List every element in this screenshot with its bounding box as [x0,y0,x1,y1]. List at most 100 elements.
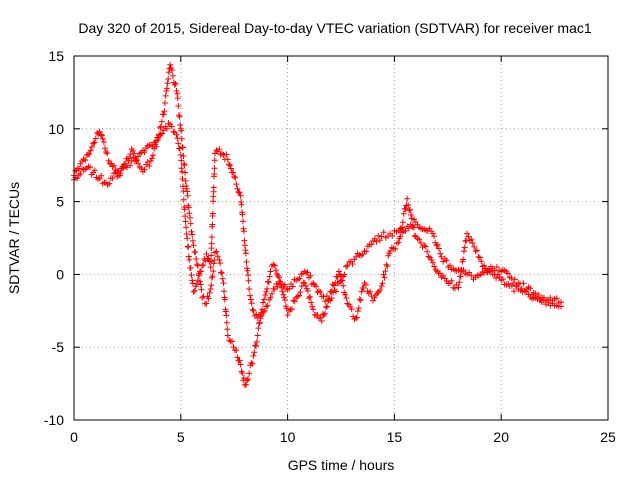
data-point [254,332,261,339]
data-point [209,273,216,280]
data-point [310,306,317,313]
data-point [87,147,94,154]
data-point [424,248,431,255]
data-point [258,306,265,313]
data-point [252,342,259,349]
data-point [175,103,182,110]
data-point [189,231,196,238]
data-point [245,272,252,279]
data-point [355,305,362,312]
y-tick-label: 15 [48,48,64,64]
data-point [158,118,165,125]
data-point [320,293,327,300]
data-point [165,69,172,76]
data-point [90,140,97,147]
data-point [272,267,279,274]
data-point [317,289,324,296]
data-point [230,169,237,176]
data-point [199,294,206,301]
data-point [122,160,129,167]
data-point [455,284,462,291]
data-point [241,242,248,249]
data-point [417,239,424,246]
data-point [457,273,464,280]
data-point [245,376,252,383]
data-point [263,288,270,295]
data-point [374,290,381,297]
data-point [94,129,101,136]
data-point [197,278,204,285]
data-point [352,253,359,260]
data-point [264,278,271,285]
data-point [185,243,192,250]
data-point [193,255,200,262]
data-point [181,162,188,169]
data-point [295,292,302,299]
data-point [389,232,396,239]
data-point [422,243,429,250]
data-point [180,196,187,203]
data-point [317,314,324,321]
data-point [182,218,189,225]
data-point [309,303,316,310]
data-point [92,135,99,142]
data-point [238,368,245,375]
data-point [257,313,264,320]
data-point [223,151,230,158]
data-point [246,370,253,377]
data-point [238,201,245,208]
data-point [150,152,157,159]
data-point [324,303,331,310]
data-point [256,319,263,326]
data-point [213,248,220,255]
data-point [176,113,183,120]
data-point [167,61,174,68]
data-point [432,267,439,274]
data-point [376,237,383,244]
data-point [242,247,249,254]
data-point [211,249,218,256]
data-point [160,111,167,118]
data-point [315,288,322,295]
data-point [210,268,217,275]
data-point [184,188,191,195]
x-tick-label: 20 [493,429,509,445]
data-point [98,172,105,179]
data-point [371,235,378,242]
data-point [304,269,311,276]
data-point [112,166,119,173]
data-point [289,283,296,290]
data-point [448,277,455,284]
data-point [111,162,118,169]
data-point [431,233,438,240]
data-point [126,155,133,162]
data-point [173,87,180,94]
data-point [307,272,314,279]
data-point [148,155,155,162]
data-point [540,297,547,304]
data-point [106,160,113,167]
data-point [174,135,181,142]
data-point [468,272,475,279]
data-point [101,145,108,152]
data-point [200,261,207,268]
data-point [437,250,444,257]
data-point [262,291,269,298]
data-point [217,260,224,267]
data-point [270,261,277,268]
x-tick-label: 0 [70,429,78,445]
data-point [163,85,170,92]
data-point [290,297,297,304]
data-point [189,277,196,284]
data-point [332,279,339,286]
data-point [387,248,394,255]
data-point [88,144,95,151]
data-point [99,135,106,142]
data-point [478,258,485,265]
data-point [250,307,257,314]
data-point [359,251,366,258]
data-point [214,253,221,260]
data-point [141,166,148,173]
x-tick-label: 10 [280,429,296,445]
data-point [429,230,436,237]
